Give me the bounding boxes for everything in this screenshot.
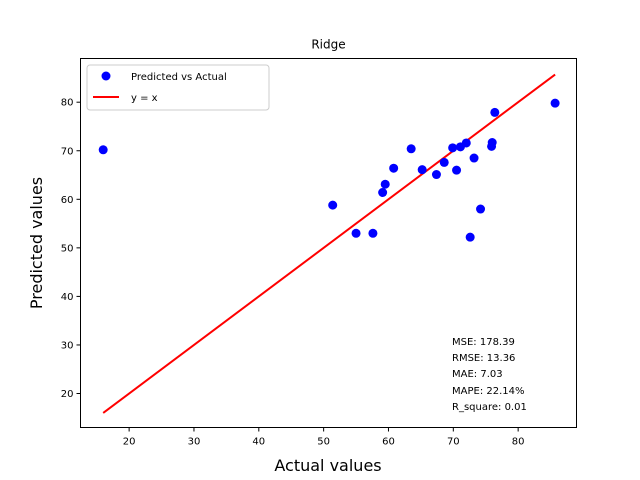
legend-marker-scatter bbox=[101, 71, 111, 81]
scatter-point bbox=[452, 165, 462, 175]
scatter-point bbox=[389, 163, 399, 173]
x-tick-label: 40 bbox=[252, 437, 265, 448]
y-tick-label: 40 bbox=[61, 292, 74, 303]
metric-mae: MAE: 7.03 bbox=[452, 369, 503, 380]
y-tick-label: 70 bbox=[61, 146, 74, 157]
metric-rmse: RMSE: 13.36 bbox=[452, 353, 515, 364]
scatter-point bbox=[476, 204, 486, 214]
y-tick-label: 60 bbox=[61, 195, 74, 206]
scatter-point bbox=[469, 153, 479, 163]
legend: Predicted vs Actual y = x bbox=[86, 64, 270, 111]
legend-box bbox=[86, 64, 270, 111]
scatter-points-layer bbox=[98, 98, 560, 242]
scatter-point bbox=[461, 138, 471, 148]
x-axis-title: Actual values bbox=[274, 456, 381, 475]
scatter-point bbox=[490, 107, 500, 117]
plot-area bbox=[80, 58, 577, 428]
y-tick-label: 20 bbox=[61, 389, 74, 400]
scatter-point bbox=[431, 170, 441, 180]
reference-line-layer bbox=[102, 73, 556, 414]
x-tick-label: 30 bbox=[188, 437, 201, 448]
metric-mape: MAPE: 22.14% bbox=[452, 386, 525, 397]
scatter-point bbox=[550, 98, 560, 108]
reference-line-y-equals-x bbox=[102, 73, 556, 414]
scatter-point bbox=[328, 200, 338, 210]
scatter-point bbox=[380, 179, 390, 189]
y-axis-title: Predicted values bbox=[27, 177, 46, 309]
scatter-point bbox=[439, 157, 449, 167]
chart-title: Ridge bbox=[311, 38, 345, 52]
scatter-point bbox=[378, 188, 388, 198]
y-tick-label: 50 bbox=[61, 243, 74, 254]
y-tick-label: 80 bbox=[61, 98, 74, 109]
x-tick-label: 60 bbox=[382, 437, 395, 448]
metric-r-square: R_square: 0.01 bbox=[452, 402, 527, 413]
x-axis-ticks: 20 30 40 50 60 70 80 bbox=[123, 427, 525, 448]
scatter-point bbox=[368, 228, 378, 238]
legend-label-line: y = x bbox=[131, 93, 158, 104]
y-axis-ticks: 20 30 40 50 60 70 80 bbox=[61, 98, 81, 400]
scatter-point bbox=[98, 145, 108, 155]
scatter-point bbox=[406, 144, 416, 154]
scatter-point bbox=[417, 165, 427, 175]
metrics-box: MSE: 178.39 RMSE: 13.36 MAE: 7.03 MAPE: … bbox=[452, 337, 527, 413]
x-tick-label: 20 bbox=[123, 437, 136, 448]
metric-mse: MSE: 178.39 bbox=[452, 337, 515, 348]
x-tick-label: 70 bbox=[447, 437, 460, 448]
scatter-point bbox=[448, 143, 458, 153]
scatter-point bbox=[351, 228, 361, 238]
x-tick-label: 50 bbox=[317, 437, 330, 448]
legend-label-scatter: Predicted vs Actual bbox=[131, 72, 227, 83]
scatter-point bbox=[465, 232, 475, 242]
x-tick-label: 80 bbox=[512, 437, 525, 448]
scatter-point bbox=[487, 137, 497, 147]
y-tick-label: 30 bbox=[61, 340, 74, 351]
